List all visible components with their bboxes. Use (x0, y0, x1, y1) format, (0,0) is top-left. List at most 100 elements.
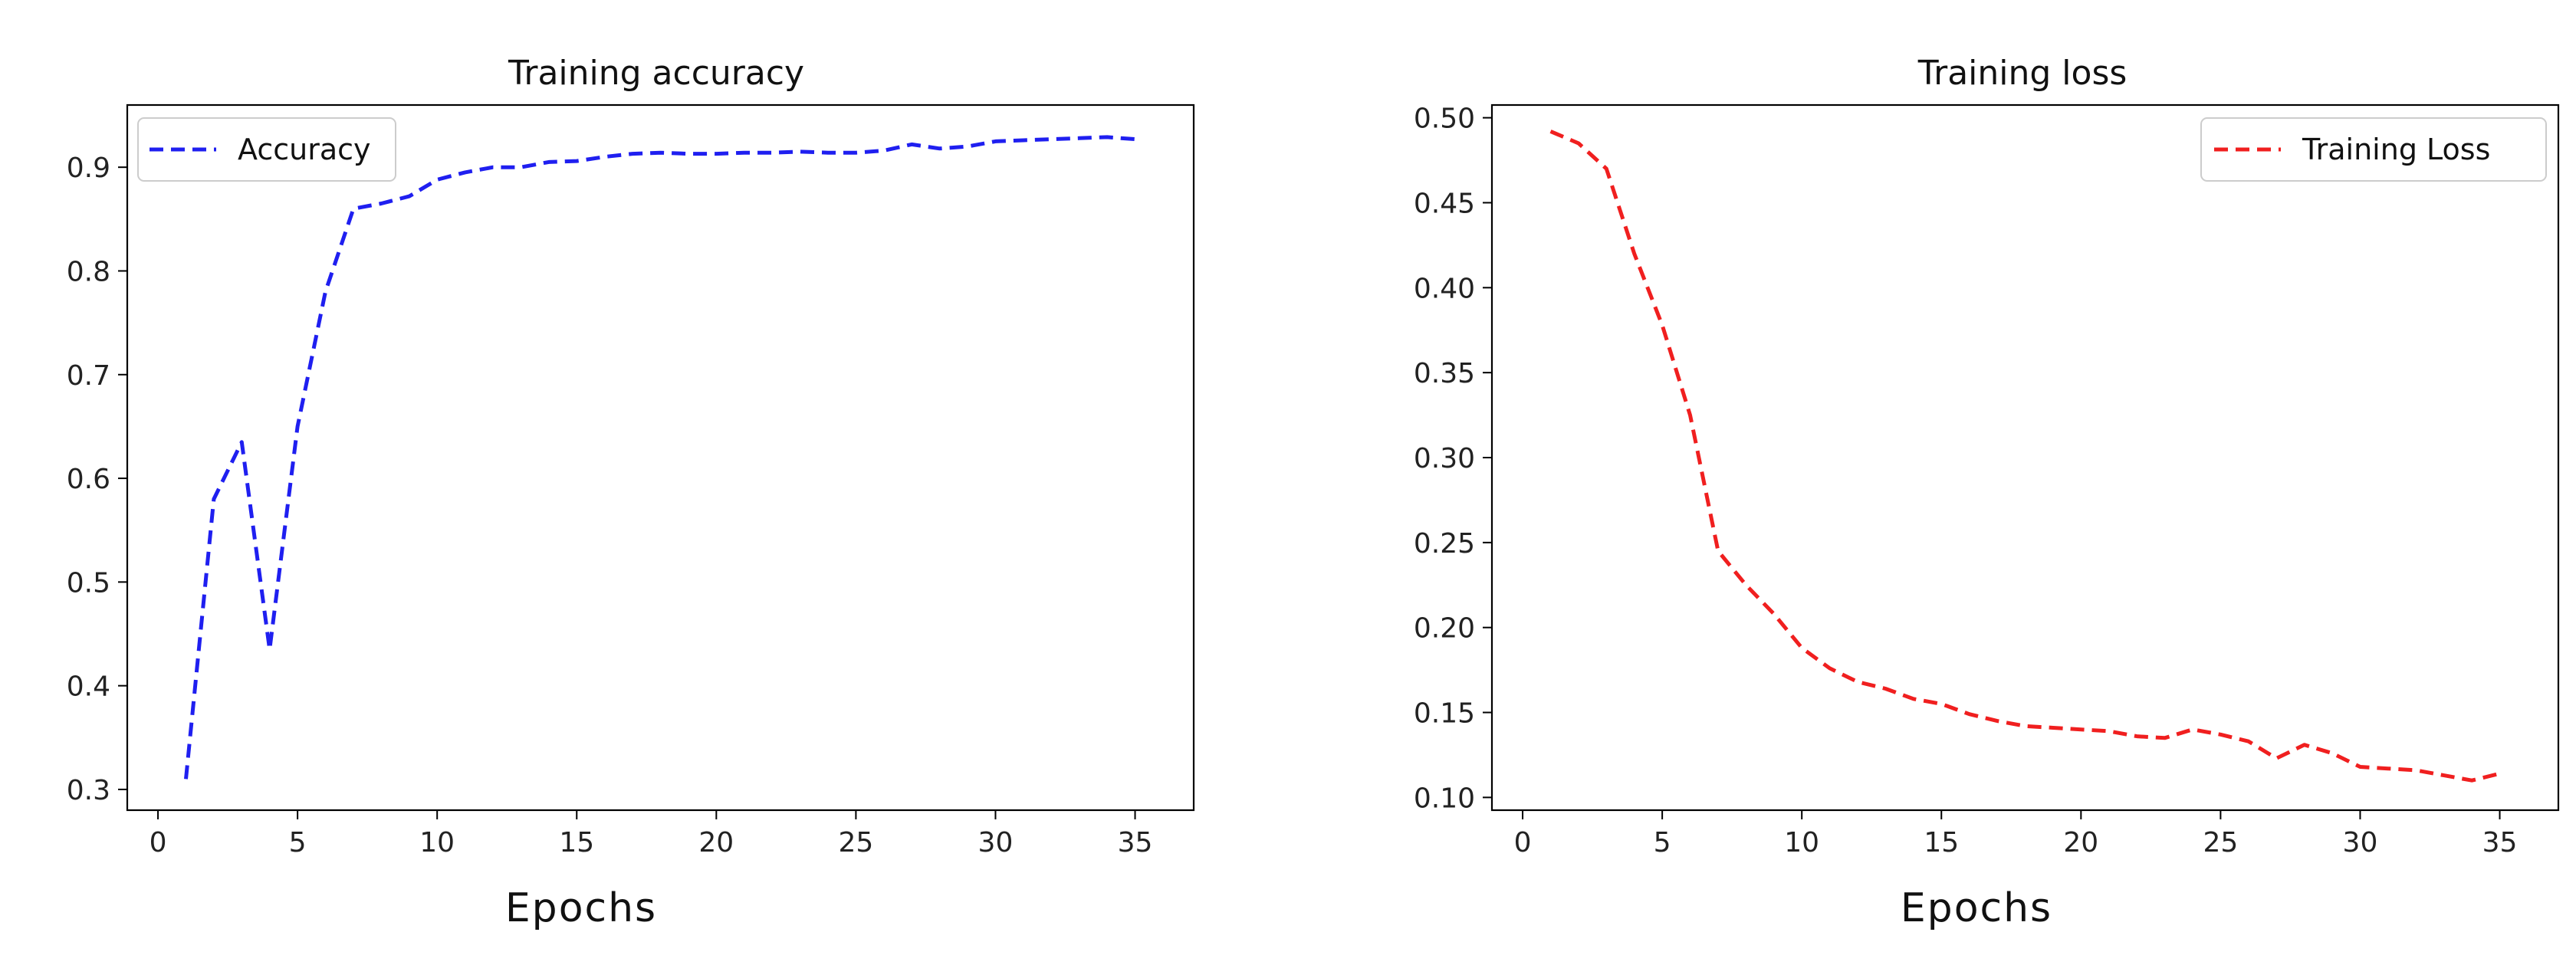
loss-y-tick-label: 0.15 (1414, 698, 1475, 730)
accuracy-data-point (239, 440, 244, 445)
accuracy-data-point (826, 150, 830, 155)
accuracy-chart: Training accuracy 0 5 10 15 20 25 30 35 0.3 0.4 0.… (67, 54, 1195, 931)
loss-data-point (1743, 583, 1748, 587)
accuracy-chart-title: Training accuracy (508, 54, 804, 93)
accuracy-data-point (965, 144, 970, 149)
loss-y-tick-label: 0.20 (1414, 613, 1475, 645)
accuracy-y-tick-label: 0.5 (67, 567, 110, 599)
accuracy-y-tick-label: 0.8 (67, 256, 110, 287)
loss-data-point (2413, 768, 2418, 773)
loss-y-tick-label: 0.50 (1414, 103, 1475, 135)
loss-data-point (1911, 697, 1916, 701)
loss-x-tick-label: 0 (1514, 827, 1532, 858)
accuracy-legend: Accuracy (137, 117, 396, 182)
loss-x-tick-label: 10 (1784, 827, 1819, 858)
loss-chart-title: Training loss (1917, 54, 2128, 93)
loss-data-point (2134, 734, 2139, 739)
accuracy-x-tick-label: 30 (978, 827, 1014, 858)
loss-data-point (2469, 778, 2474, 783)
loss-data-point (1549, 129, 1553, 133)
accuracy-x-tick-label: 5 (289, 827, 307, 858)
accuracy-data-point (351, 206, 356, 211)
accuracy-x-tick-label: 0 (150, 827, 167, 858)
loss-y-tick-label: 0.40 (1414, 273, 1475, 304)
accuracy-data-point (295, 424, 300, 428)
loss-data-point (2190, 727, 2195, 732)
loss-x-tick-label: 30 (2343, 827, 2378, 858)
loss-data-point (1883, 687, 1888, 691)
accuracy-data-point (1077, 136, 1082, 140)
accuracy-y-tick-label: 0.3 (67, 775, 110, 806)
accuracy-data-point (268, 647, 272, 652)
accuracy-x-tick-label: 15 (559, 827, 594, 858)
loss-x-tick-label: 35 (2482, 827, 2518, 858)
accuracy-data-point (435, 177, 439, 182)
loss-y-tick-label: 0.25 (1414, 528, 1475, 560)
accuracy-data-point (1133, 137, 1138, 142)
accuracy-plot-frame (126, 103, 1195, 812)
loss-data-point (2163, 736, 2167, 740)
accuracy-data-point (491, 165, 495, 169)
loss-chart: Training loss 0 5 10 15 20 25 30 35 0.10 0.15 0.20… (1414, 54, 2560, 931)
loss-data-point (2078, 727, 2083, 732)
loss-data-point (2274, 756, 2279, 760)
accuracy-data-point (659, 150, 663, 155)
loss-data-point (1772, 612, 1776, 616)
loss-data-point (2051, 726, 2055, 730)
accuracy-data-point (212, 497, 216, 501)
accuracy-y-tick-label: 0.9 (67, 153, 110, 184)
accuracy-legend-label: Accuracy (238, 133, 371, 166)
loss-legend-box (2200, 117, 2547, 182)
accuracy-data-point (407, 194, 412, 199)
accuracy-y-tick-label: 0.4 (67, 671, 110, 703)
loss-data-point (2107, 729, 2111, 734)
loss-legend: Training Loss (2200, 117, 2547, 182)
accuracy-data-point (184, 776, 189, 781)
loss-plot-frame (1490, 103, 2560, 812)
loss-x-axis-label: Epochs (1901, 885, 2052, 931)
accuracy-data-point (686, 152, 691, 156)
loss-data-point (1660, 323, 1664, 327)
accuracy-data-point (463, 170, 468, 175)
accuracy-chart-marks: 0 5 10 15 20 25 30 35 0.3 0.4 0.5 0.6 0.7 0.8 0.9 (67, 135, 1153, 858)
accuracy-x-axis-label: Epochs (505, 885, 657, 931)
loss-data-point (2330, 751, 2334, 756)
accuracy-data-point (909, 142, 914, 146)
loss-y-tick-label: 0.35 (1414, 358, 1475, 389)
accuracy-data-point (938, 146, 942, 151)
loss-data-point (2358, 765, 2363, 770)
accuracy-x-tick-label: 10 (419, 827, 455, 858)
loss-data-point (1828, 666, 1832, 671)
loss-data-point (2023, 724, 2028, 728)
loss-data-point (1799, 645, 1804, 650)
loss-x-tick-label: 25 (2203, 827, 2238, 858)
accuracy-data-point (603, 155, 607, 159)
loss-y-tick-label: 0.30 (1414, 443, 1475, 474)
loss-legend-label: Training Loss (2302, 133, 2490, 166)
loss-data-point (1604, 166, 1608, 171)
loss-y-tick-label: 0.45 (1414, 188, 1475, 219)
loss-data-point (2498, 771, 2502, 776)
loss-series-line (1549, 130, 2501, 783)
accuracy-data-point (1105, 135, 1109, 139)
accuracy-x-tick-label: 35 (1118, 827, 1153, 858)
accuracy-data-point (714, 152, 718, 156)
loss-data-point (2246, 739, 2251, 743)
accuracy-data-point (742, 150, 747, 155)
accuracy-data-point (882, 149, 886, 153)
accuracy-data-point (379, 202, 383, 206)
loss-y-tick-label: 0.10 (1414, 783, 1475, 814)
loss-data-point (1716, 549, 1720, 553)
accuracy-legend-box (137, 117, 396, 182)
accuracy-data-point (324, 290, 328, 294)
loss-x-tick-label: 20 (2063, 827, 2098, 858)
accuracy-data-point (547, 159, 551, 164)
loss-x-tick-label: 15 (1924, 827, 1959, 858)
loss-data-point (1995, 719, 1999, 724)
accuracy-data-point (853, 150, 858, 155)
loss-data-point (2386, 766, 2390, 771)
accuracy-data-point (574, 159, 579, 163)
accuracy-data-point (798, 149, 803, 154)
